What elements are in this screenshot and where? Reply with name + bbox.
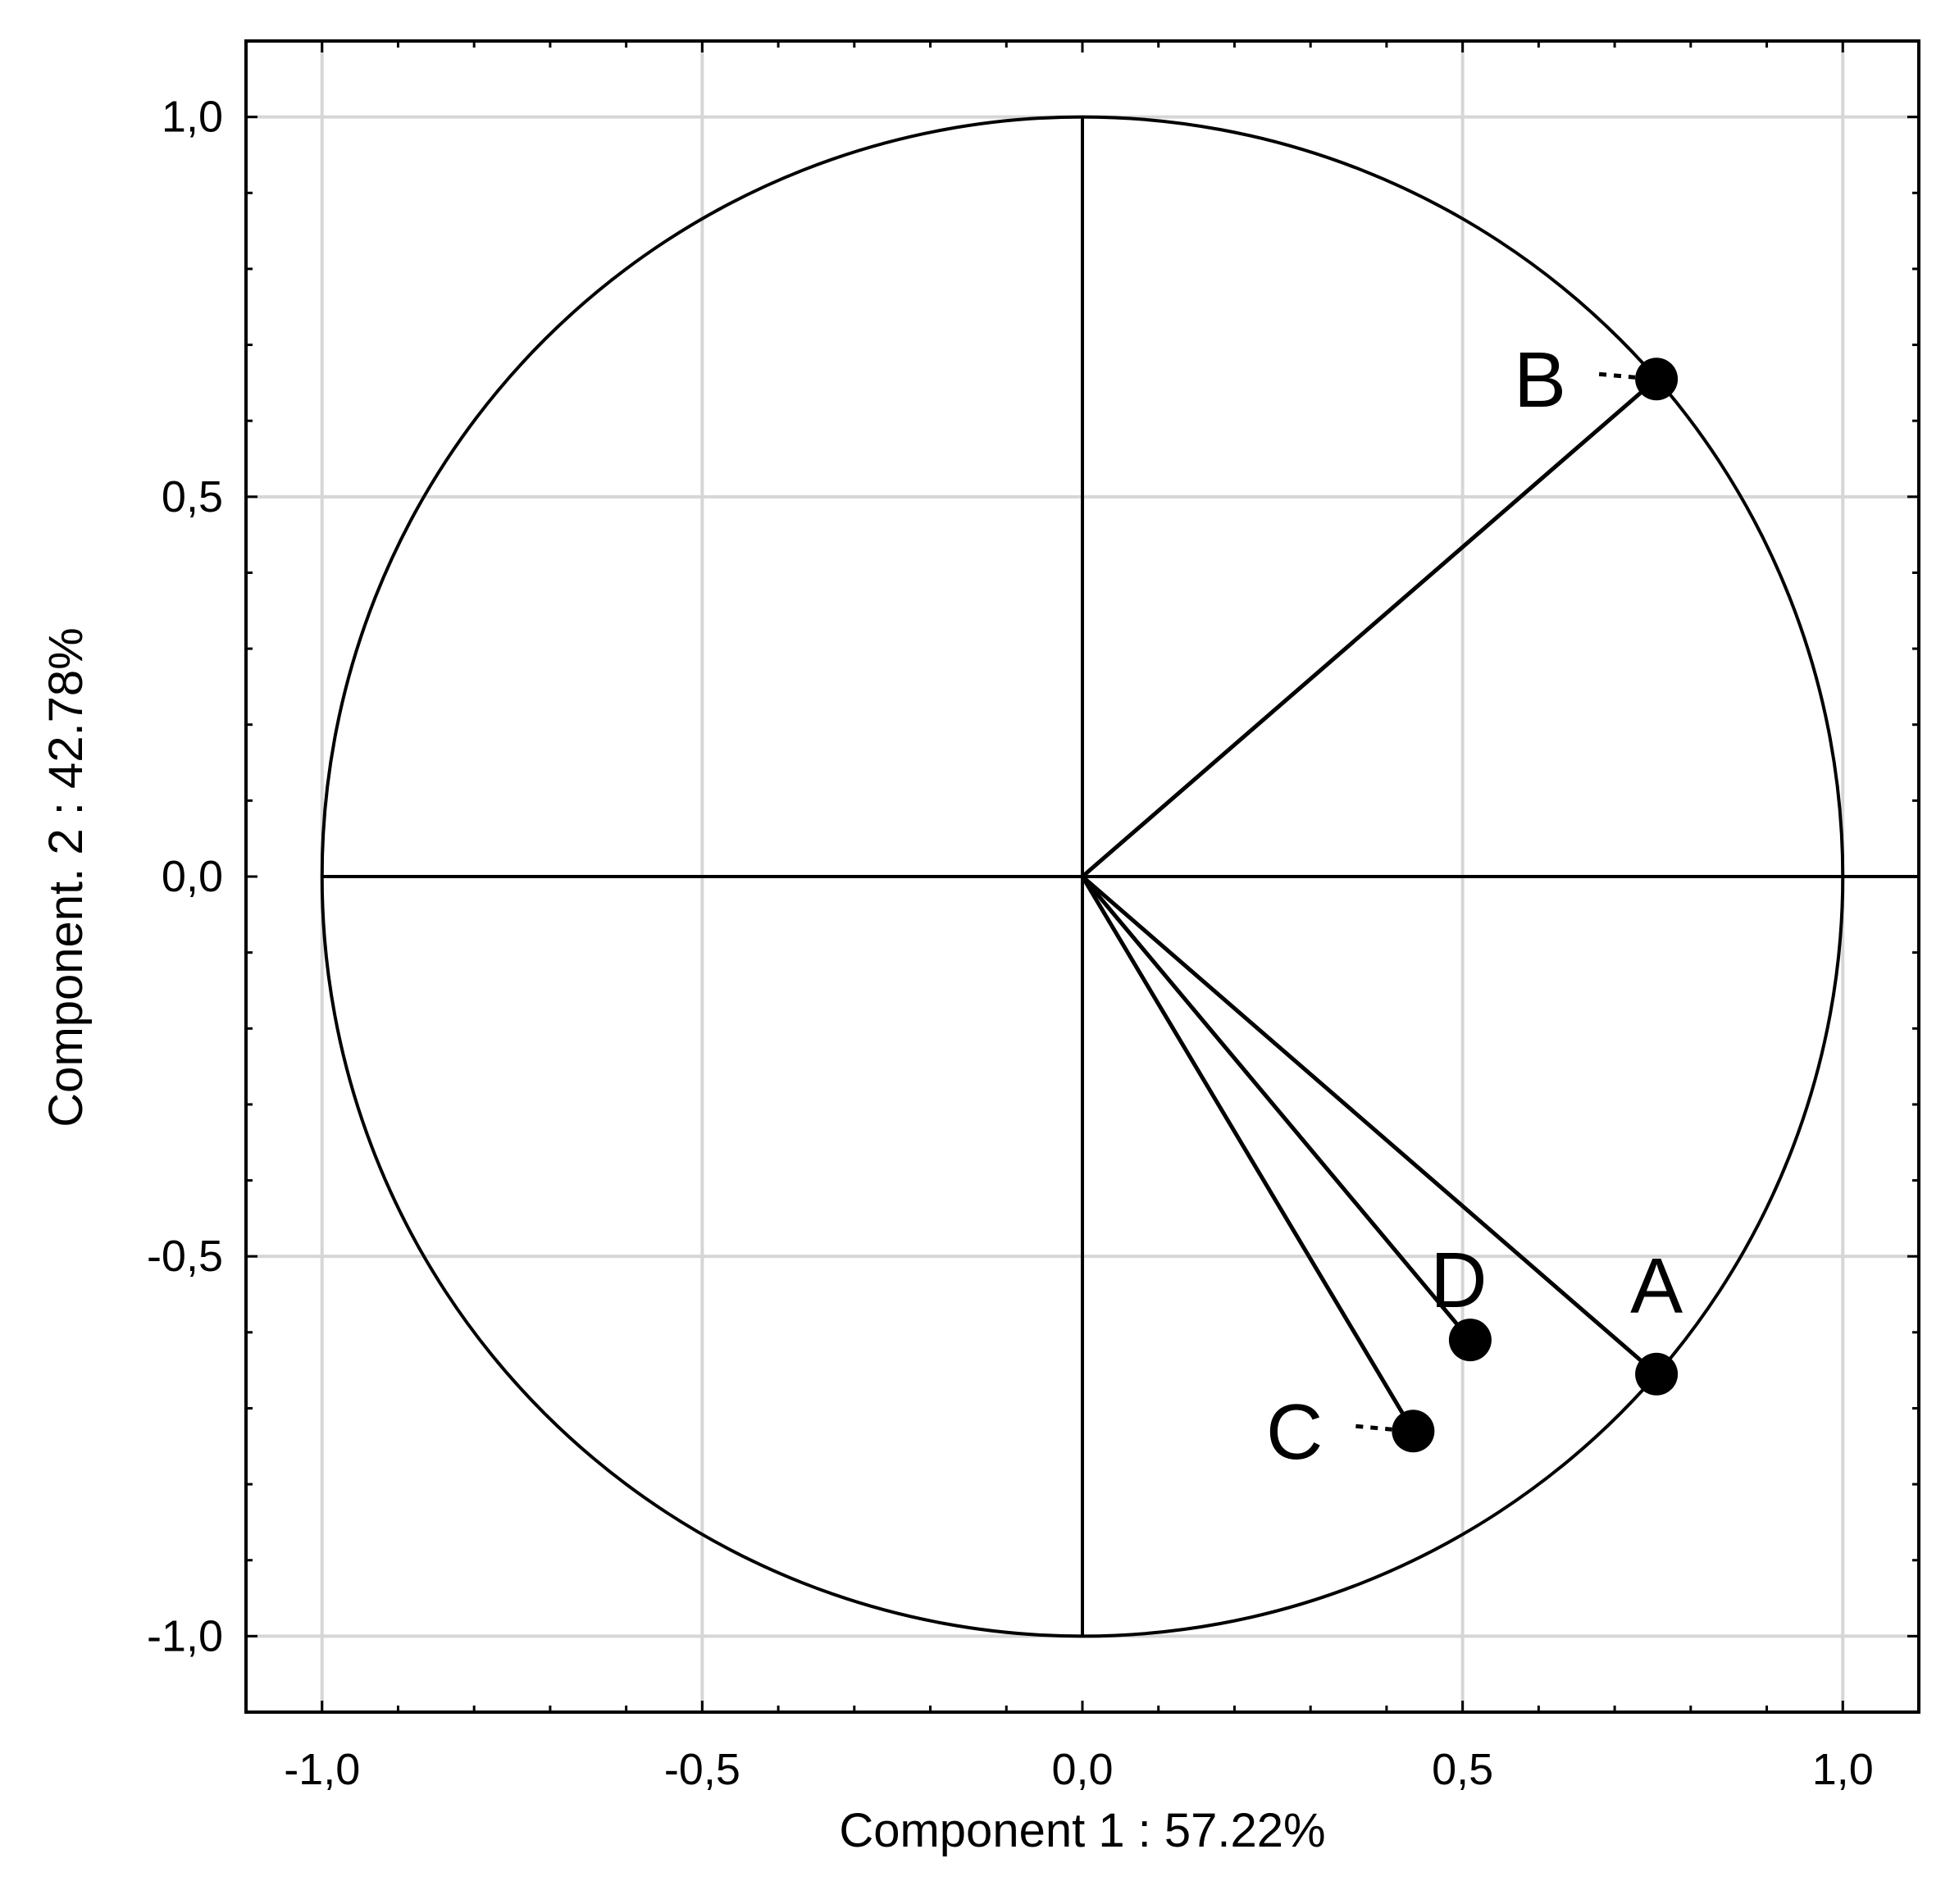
x-tick-label-1: -0,5 (664, 1745, 740, 1794)
loading-vectors (1080, 371, 1658, 1433)
unit-circle (320, 115, 1845, 1638)
point-label-d: D (1430, 1237, 1487, 1324)
loading-vector-a (1081, 875, 1658, 1376)
y-tick-label-4: 1,0 (162, 93, 223, 142)
x-tick-label-0: -1,0 (284, 1745, 360, 1794)
x-axis-title: Component 1 : 57.22% (839, 1804, 1325, 1857)
loading-point-a (1635, 1352, 1679, 1396)
x-tick-label-3: 0,5 (1432, 1745, 1493, 1794)
point-label-b: B (1514, 336, 1566, 424)
y-tick-label-3: 0,5 (162, 472, 223, 522)
leader-line-b (1598, 371, 1636, 380)
y-tick-label-1: -0,5 (147, 1232, 223, 1281)
loading-point-c (1392, 1410, 1435, 1453)
point-label-a: A (1630, 1242, 1683, 1330)
loading-point-b (1635, 358, 1679, 401)
x-tick-label-2: 0,0 (1051, 1745, 1113, 1794)
y-tick-label-2: 0,0 (162, 852, 223, 901)
loading-vector-c (1080, 875, 1415, 1433)
leader-line-c (1355, 1423, 1392, 1432)
axis-ticks (244, 39, 1920, 1714)
loading-vector-d (1081, 875, 1472, 1341)
loading-points (1392, 358, 1679, 1453)
y-tick-label-0: -1,0 (147, 1611, 223, 1660)
unit-circle-layer (320, 115, 1845, 1638)
x-tick-label-4: 1,0 (1812, 1745, 1874, 1794)
loading-vector-b (1081, 377, 1658, 878)
loading-point-d (1448, 1319, 1492, 1362)
y-axis-title: Component. 2 : 42.78% (39, 627, 93, 1127)
tick-labels: A B C D -1,0 -0,5 0,0 0,5 1,0 -1,0 -0,5 0,0 0,5 1,0 (147, 93, 1874, 1794)
point-label-c: C (1266, 1388, 1323, 1476)
